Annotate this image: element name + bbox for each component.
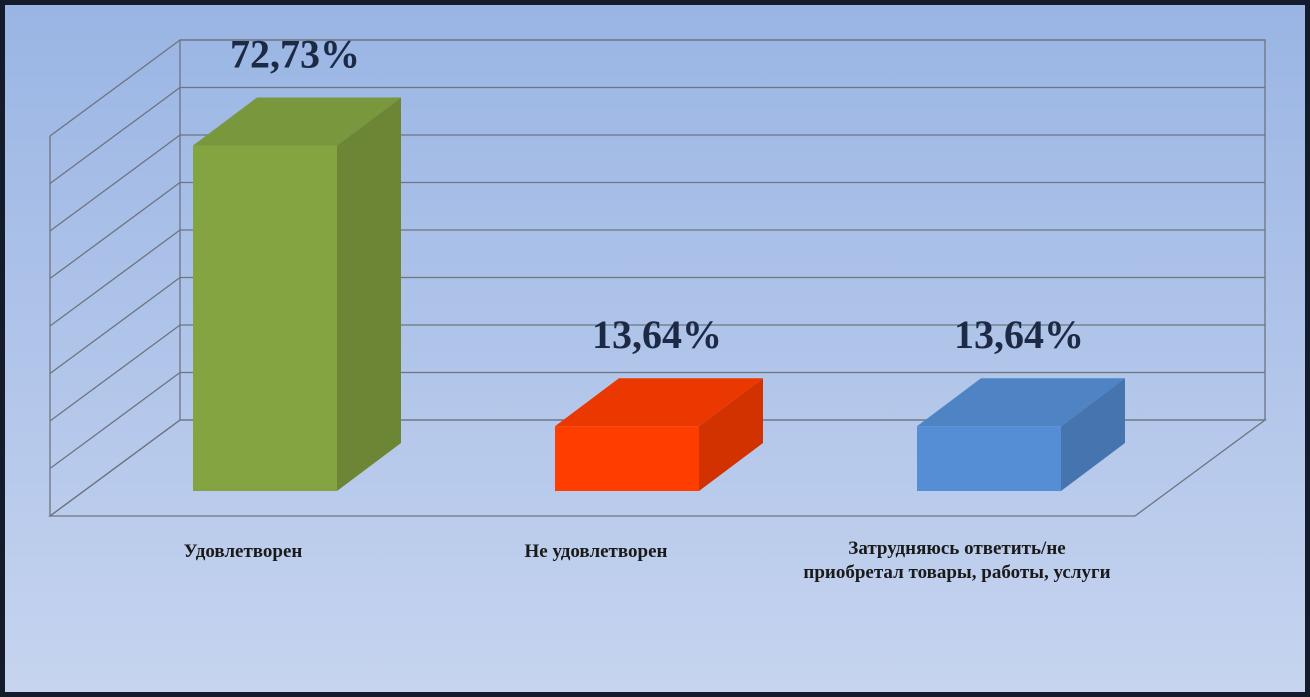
bar: [917, 426, 1061, 491]
x-tick-label: Удовлетворен: [183, 541, 303, 562]
bar-top: [917, 378, 1125, 427]
grid-line: [49, 276, 181, 375]
bar-side: [337, 97, 401, 491]
x-tick-label: Затрудняюсь ответить/не приобретал товар…: [803, 538, 1111, 583]
grid-line: [49, 134, 181, 232]
bar: [193, 145, 337, 491]
value-label: 13,64%: [592, 312, 722, 357]
grid-line: [49, 371, 181, 470]
plot: 72,73% 13,64% 13,64%: [48, 32, 1267, 517]
bar-side: [699, 378, 763, 491]
grid-line: [49, 229, 181, 327]
grid-line: [49, 181, 181, 280]
grid-line: [49, 324, 181, 422]
value-label: 72,73%: [230, 32, 360, 77]
bar-top: [193, 97, 401, 146]
value-label: 13,64%: [954, 312, 1084, 357]
bar-top: [555, 378, 763, 427]
grid-line: [49, 86, 181, 185]
bar-side: [1061, 378, 1125, 491]
bar: [555, 426, 699, 491]
grid-line: [49, 419, 181, 517]
grid-line: [49, 39, 181, 137]
x-tick-label: Не удовлетворен: [524, 541, 668, 562]
